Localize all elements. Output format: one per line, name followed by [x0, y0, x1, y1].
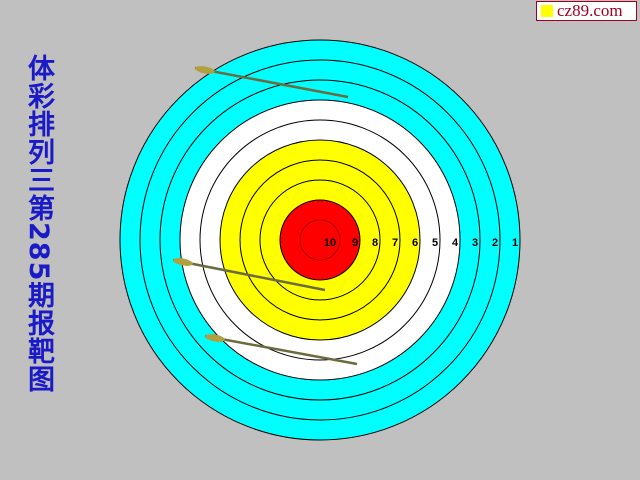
ring-label-9: 9 — [352, 237, 358, 249]
ring-label-8: 8 — [372, 237, 378, 249]
arrow-fletching-icon — [173, 258, 193, 266]
ring-label-7: 7 — [392, 237, 398, 249]
brand-square-icon — [541, 5, 553, 17]
ring-10 — [299, 219, 341, 261]
arrow-1 — [194, 66, 349, 99]
brand-text: cz89.com — [557, 1, 623, 20]
arrow-fletching-icon — [195, 66, 215, 74]
page-title: 体彩排列三第285期报靶图 — [23, 54, 54, 394]
brand-logo[interactable]: cz89.com — [536, 1, 637, 21]
ring-label-10: 10 — [324, 237, 336, 249]
arrow-shaft — [172, 258, 326, 292]
arrow-3 — [204, 334, 358, 366]
ring-label-5: 5 — [432, 237, 438, 249]
ring-label-2: 2 — [492, 237, 498, 249]
ring-label-6: 6 — [412, 237, 418, 249]
ring-label-4: 4 — [452, 237, 459, 249]
arrow-fletching-icon — [205, 334, 225, 342]
ring-label-1: 1 — [512, 237, 518, 249]
arrow-shaft — [194, 66, 349, 99]
arrow-2 — [172, 258, 326, 292]
ring-label-3: 3 — [472, 237, 478, 249]
arrow-shaft — [204, 334, 358, 366]
